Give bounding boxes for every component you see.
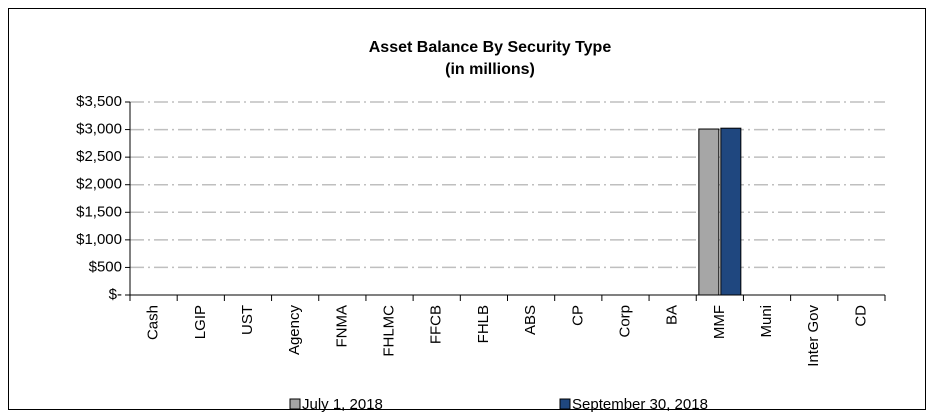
y-tick-label: $1,000 (76, 231, 122, 248)
bar (698, 128, 720, 296)
bar (720, 127, 742, 296)
chart-subtitle: (in millions) (445, 61, 535, 78)
legend-label: July 1, 2018 (302, 396, 383, 413)
y-tick-label: $3,000 (76, 121, 122, 138)
x-tick-label: Agency (286, 305, 303, 356)
x-tick-label: LGIP (192, 305, 209, 339)
y-tick-label: $3,500 (76, 93, 122, 110)
x-tick-label: FNMA (333, 305, 350, 348)
x-tick-label: CD (852, 305, 869, 327)
chart-border (8, 8, 926, 410)
x-tick-label: UST (239, 305, 256, 335)
x-tick-label: BA (664, 305, 681, 325)
legend-swatch (559, 398, 571, 410)
x-tick-label: ABS (522, 305, 539, 335)
y-tick-label: $500 (89, 258, 122, 275)
x-tick-label: Corp (616, 305, 633, 338)
x-tick-label: FHLB (475, 305, 492, 343)
x-tick-label: Cash (145, 305, 162, 340)
legend-label: September 30, 2018 (572, 396, 708, 413)
legend-swatch (289, 398, 301, 410)
chart-title: Asset Balance By Security Type (369, 39, 612, 56)
x-tick-label: FHLMC (381, 305, 398, 357)
x-tick-label: Inter Gov (805, 305, 822, 367)
x-tick-label: Muni (758, 305, 775, 338)
x-tick-label: CP (569, 305, 586, 326)
y-tick-label: $- (109, 286, 122, 303)
y-tick-label: $1,500 (76, 203, 122, 220)
x-tick-label: FFCB (428, 305, 445, 344)
y-tick-label: $2,500 (76, 148, 122, 165)
y-tick-label: $2,000 (76, 176, 122, 193)
x-tick-label: MMF (711, 305, 728, 339)
